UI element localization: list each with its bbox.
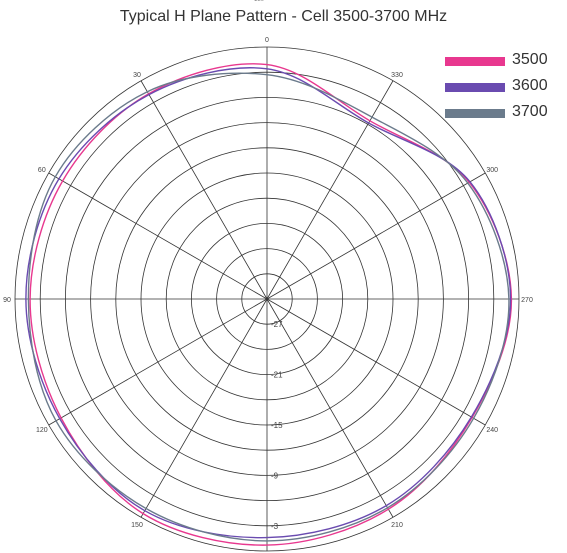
legend-swatch-3500 <box>445 57 505 66</box>
legend-label-3500: 3500 <box>512 51 548 68</box>
grid-spoke <box>48 298 268 426</box>
angle-tick-label: 330 <box>391 72 403 79</box>
radial-tick-label: -21 <box>271 371 283 380</box>
polar-grid <box>14 46 520 552</box>
legend-swatch-3600 <box>445 83 505 92</box>
radial-tick-label: -9 <box>271 471 279 480</box>
grid-spoke <box>140 298 268 518</box>
angle-tick-label: 120 <box>36 427 48 434</box>
angle-tick-label: 60 <box>38 167 46 174</box>
series-line-3500 <box>29 63 513 546</box>
angle-tick-label: 90 <box>3 297 11 304</box>
angle-tick-label: 150 <box>131 522 143 529</box>
grid-spoke <box>266 80 394 300</box>
legend-swatch-3700 <box>445 109 505 118</box>
chart-title: Typical H Plane Pattern - Cell 3500-3700… <box>119 8 448 25</box>
grid-spoke <box>266 172 486 300</box>
grid-spoke <box>48 172 268 300</box>
angle-tick-label: 210 <box>391 522 403 529</box>
angle-tick-label: 30 <box>133 72 141 79</box>
radial-tick-label: -15 <box>271 421 283 430</box>
radial-tick-label: -27 <box>271 320 283 329</box>
angle-tick-label: 270 <box>521 297 533 304</box>
grid-spoke <box>266 298 394 518</box>
angle-tick-label: 240 <box>486 427 498 434</box>
radial-tick-label: -3 <box>271 522 279 531</box>
top-note: 180 <box>254 0 265 3</box>
angle-tick-label: 300 <box>486 167 498 174</box>
series-line-3700 <box>27 72 510 542</box>
legend-label-3700: 3700 <box>512 103 548 120</box>
series-group <box>25 63 513 546</box>
grid-spoke <box>140 80 268 300</box>
grid-spoke <box>266 298 486 426</box>
tick-labels: 0306090120150210240270300330180-27-21-15… <box>3 37 533 531</box>
legend-label-3600: 3600 <box>512 77 548 94</box>
angle-tick-label: 0 <box>265 37 269 44</box>
series-line-3600 <box>25 67 512 539</box>
